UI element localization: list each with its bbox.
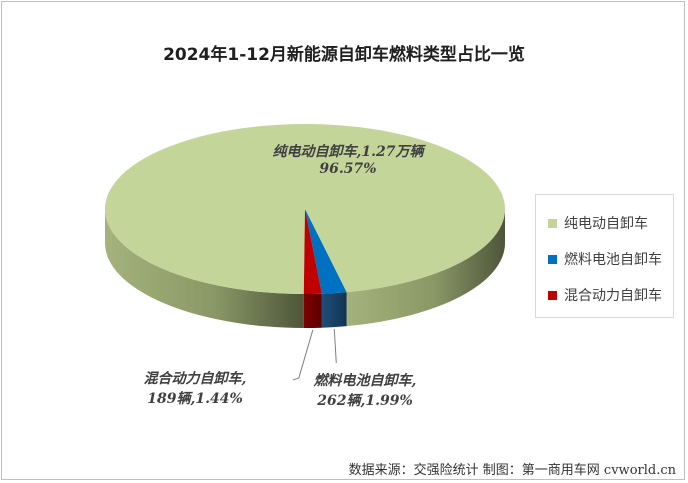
legend-swatch-bev (548, 218, 557, 228)
legend-swatch-fcev (548, 254, 557, 264)
data-label-hybrid: 混合动力自卸车, 189辆,1.44% (130, 368, 260, 408)
pie-side-bev-0 (346, 209, 506, 327)
data-label-fcev: 燃料电池自卸车, 262辆,1.99% (300, 370, 430, 410)
pie-side-fcev-2 (321, 292, 347, 328)
legend-item-fcev: 燃料电池自卸车 (548, 249, 662, 269)
chart-legend: 纯电动自卸车 燃料电池自卸车 混合动力自卸车 (535, 194, 674, 318)
pie-slice-hybrid (303, 209, 322, 294)
legend-swatch-hybrid (548, 290, 557, 300)
data-label-bev-line1: 纯电动自卸车,1.27万辆 (272, 144, 424, 160)
legend-item-bev: 纯电动自卸车 (548, 213, 648, 233)
legend-item-hybrid: 混合动力自卸车 (548, 285, 662, 305)
data-label-bev-line2: 96.57% (319, 161, 377, 177)
data-label-fcev-line1: 燃料电池自卸车, (313, 373, 417, 389)
data-label-fcev-line2: 262辆,1.99% (317, 393, 413, 409)
chart-title: 2024年1-12月新能源自卸车燃料类型占比一览 (163, 45, 525, 65)
leader-line-hybrid (292, 329, 314, 381)
pie-slice-bev (104, 124, 505, 294)
data-label-hybrid-line1: 混合动力自卸车, (143, 371, 247, 387)
leader-line-fcev (333, 329, 337, 364)
data-label-bev: 纯电动自卸车,1.27万辆 96.57% (248, 141, 448, 177)
pie-side-bev-1 (105, 209, 304, 328)
legend-label-bev: 纯电动自卸车 (564, 216, 648, 232)
data-label-hybrid-line2: 189辆,1.44% (147, 391, 243, 407)
source-footer: 数据来源：交强险统计 制图：第一商用车网 cvworld.cn (348, 463, 676, 478)
legend-label-hybrid: 混合动力自卸车 (564, 288, 662, 304)
pie-slice-fcev (305, 209, 347, 294)
pie-side-hybrid-3 (303, 293, 322, 329)
legend-label-fcev: 燃料电池自卸车 (564, 252, 662, 268)
